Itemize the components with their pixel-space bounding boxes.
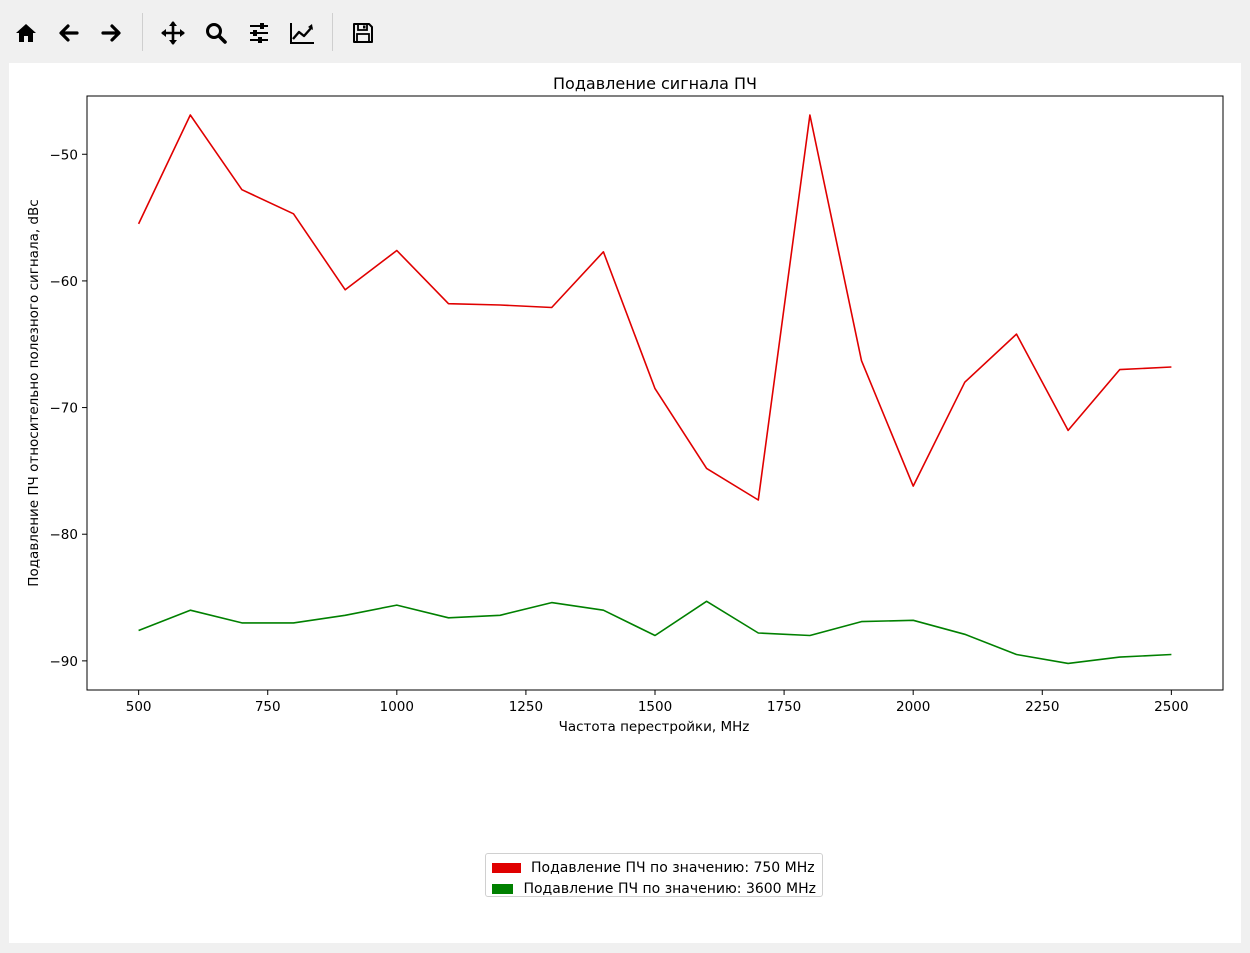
zoom-button[interactable] bbox=[197, 14, 235, 52]
edit-axis-button[interactable] bbox=[283, 14, 321, 52]
line-chart-icon bbox=[290, 23, 314, 44]
home-icon bbox=[16, 24, 36, 42]
sliders-icon bbox=[250, 23, 268, 43]
x-tick-label: 2000 bbox=[896, 699, 930, 715]
line-chart[interactable]: Подавление сигнала ПЧ 500 750 1000 1250 1500… bbox=[9, 63, 1241, 943]
figure-canvas: Подавление сигнала ПЧ 500 750 1000 1250 1500… bbox=[9, 63, 1241, 943]
y-tick-label: −70 bbox=[50, 401, 79, 417]
magnifier-icon bbox=[206, 23, 227, 44]
legend-item: Подавление ПЧ по значению: 750 MHz bbox=[492, 857, 816, 878]
legend: Подавление ПЧ по значению: 750 MHz Подав… bbox=[485, 853, 823, 897]
y-axis-label: Подавление ПЧ относительно полезного сиг… bbox=[26, 199, 42, 586]
y-tick-label: −80 bbox=[50, 527, 79, 543]
series-line-0 bbox=[137, 114, 1172, 501]
y-axis: −90 −80 −70 −60 −50 bbox=[50, 147, 87, 670]
forward-button[interactable] bbox=[92, 14, 130, 52]
x-tick-label: 500 bbox=[126, 699, 152, 715]
x-tick-label: 2500 bbox=[1154, 699, 1188, 715]
arrow-right-icon bbox=[101, 24, 121, 42]
x-tick-label: 1750 bbox=[767, 699, 801, 715]
x-tick-label: 2250 bbox=[1025, 699, 1059, 715]
legend-swatch-red bbox=[492, 862, 521, 873]
toolbar-separator bbox=[142, 13, 143, 51]
navigation-toolbar bbox=[0, 0, 1250, 63]
toolbar-separator bbox=[332, 13, 333, 51]
floppy-disk-icon bbox=[353, 23, 373, 43]
x-axis-label: Частота перестройки, MHz bbox=[559, 719, 750, 735]
x-tick-label: 750 bbox=[255, 699, 281, 715]
legend-item: Подавление ПЧ по значению: 3600 MHz bbox=[492, 878, 816, 899]
plot-area-frame bbox=[86, 95, 1224, 691]
legend-label: Подавление ПЧ по значению: 750 MHz bbox=[531, 859, 815, 876]
back-button[interactable] bbox=[50, 14, 88, 52]
chart-title: Подавление сигнала ПЧ bbox=[553, 74, 757, 93]
x-tick-label: 1000 bbox=[380, 699, 414, 715]
x-axis: 500 750 1000 1250 1500 1750 2000 2250 2500 bbox=[126, 690, 1189, 715]
y-tick-label: −60 bbox=[50, 274, 79, 290]
pan-button[interactable] bbox=[154, 14, 192, 52]
y-tick-label: −50 bbox=[50, 147, 79, 163]
arrow-left-icon bbox=[59, 24, 79, 42]
x-tick-label: 1250 bbox=[509, 699, 543, 715]
move-icon bbox=[161, 21, 185, 45]
legend-swatch-green bbox=[492, 883, 514, 894]
series-line-1 bbox=[138, 600, 1172, 665]
plot-lines bbox=[137, 114, 1172, 665]
configure-subplots-button[interactable] bbox=[240, 14, 278, 52]
y-tick-label: −90 bbox=[50, 654, 79, 670]
save-button[interactable] bbox=[344, 14, 382, 52]
x-tick-label: 1500 bbox=[638, 699, 672, 715]
legend-label: Подавление ПЧ по значению: 3600 MHz bbox=[523, 880, 816, 897]
home-button[interactable] bbox=[7, 14, 45, 52]
